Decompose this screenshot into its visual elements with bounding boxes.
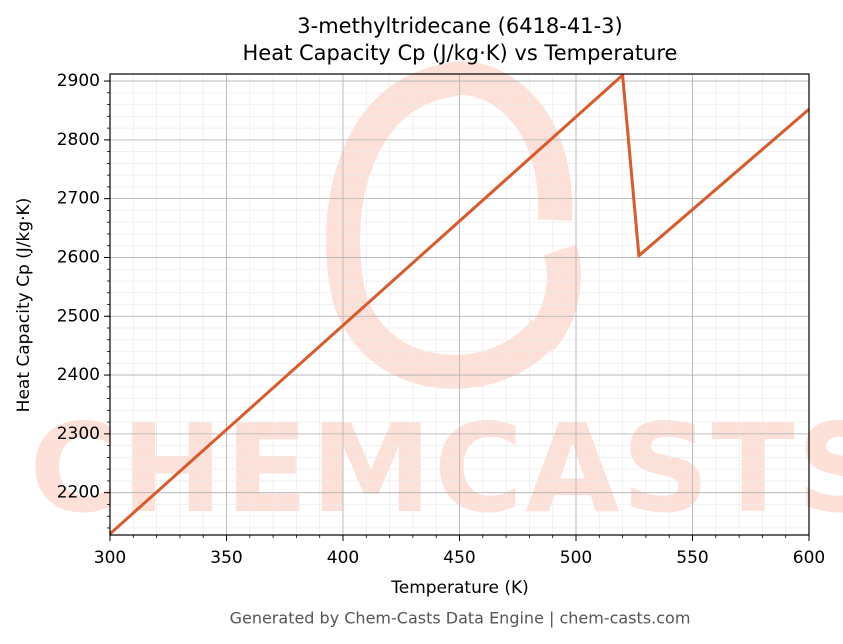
x-axis-label: Temperature (K) (390, 578, 529, 598)
line (108, 73, 810, 535)
x-tick-label: 500 (560, 548, 592, 568)
y-tick-label: 2900 (57, 71, 100, 91)
x-tick-label: 300 (94, 548, 126, 568)
y-tick-label: 2600 (57, 247, 100, 267)
footer: Generated by Chem-Casts Data Engine | ch… (230, 609, 691, 628)
y-axis-label: Heat Capacity Cp (J/kg·K) (14, 198, 34, 413)
y-tick-label: 2800 (57, 130, 100, 150)
y-tick-label: 2200 (57, 483, 100, 503)
chart-title: 3-methyltridecane (6418-41-3) (297, 14, 622, 38)
y-tick-label: 2700 (57, 189, 100, 209)
y-tick-label: 2400 (57, 365, 100, 385)
x-tick-label: 550 (676, 548, 708, 568)
y-tick-label: 2300 (57, 424, 100, 444)
x-tick-label: 450 (443, 548, 475, 568)
x-tick-label: 400 (327, 548, 359, 568)
watermark-logo (326, 61, 581, 389)
y-tick-label: 2500 (57, 306, 100, 326)
chart-subtitle: Heat Capacity Cp (J/kg·K) vs Temperature (243, 41, 678, 65)
x-tick-label: 350 (210, 548, 242, 568)
x-tick-label: 600 (793, 548, 825, 568)
plot-frame (109, 73, 810, 536)
